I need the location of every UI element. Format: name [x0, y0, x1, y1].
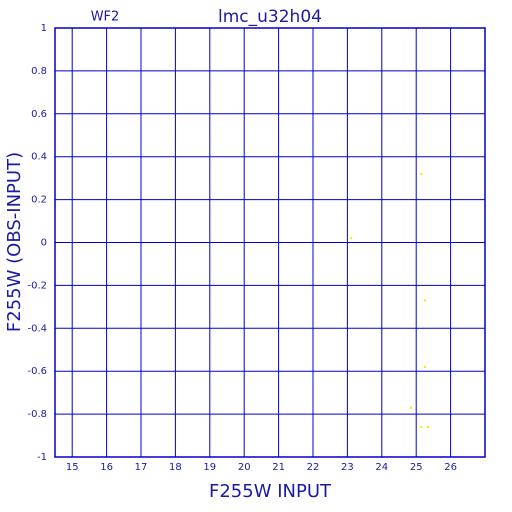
plot-frame — [54, 27, 486, 458]
y-tick-label: 0.6 — [31, 109, 47, 120]
y-tick-label: 0.8 — [31, 66, 47, 77]
x-tick-label: 25 — [410, 462, 423, 473]
y-tick-label: 0.4 — [31, 152, 47, 163]
point — [349, 237, 352, 240]
x-tick-label: 24 — [375, 462, 388, 473]
point — [427, 425, 430, 428]
y-tick-label: -1 — [37, 452, 47, 463]
x-axis-label: F255W INPUT — [209, 481, 332, 502]
x-tick-label: 21 — [272, 462, 285, 473]
x-tick-label: 26 — [444, 462, 457, 473]
point — [423, 299, 426, 302]
point — [420, 172, 423, 175]
x-tick-label: 19 — [203, 462, 216, 473]
x-tick-label: 22 — [307, 462, 320, 473]
x-tick-label: 20 — [238, 462, 251, 473]
y-axis-label: F255W (OBS-INPUT) — [4, 152, 25, 332]
y-tick-label: 0.2 — [31, 195, 47, 206]
point — [420, 425, 423, 428]
x-tick-label: 18 — [169, 462, 182, 473]
x-tick-label: 15 — [66, 462, 79, 473]
x-tick-label: 23 — [341, 462, 354, 473]
y-tick-label: 1 — [41, 23, 47, 34]
chart-title: lmc_u32h04 — [218, 7, 322, 27]
chart-subtitle: WF2 — [91, 10, 120, 25]
point — [410, 406, 413, 409]
x-tick-label: 16 — [100, 462, 113, 473]
y-tick-label: -0.6 — [27, 366, 47, 377]
y-tick-label: -0.8 — [27, 409, 47, 420]
y-tick-label: -0.4 — [27, 323, 47, 334]
y-tick-label: -0.2 — [27, 280, 47, 291]
point — [423, 365, 426, 368]
y-tick-label: 0 — [41, 238, 47, 249]
x-tick-label: 17 — [135, 462, 148, 473]
